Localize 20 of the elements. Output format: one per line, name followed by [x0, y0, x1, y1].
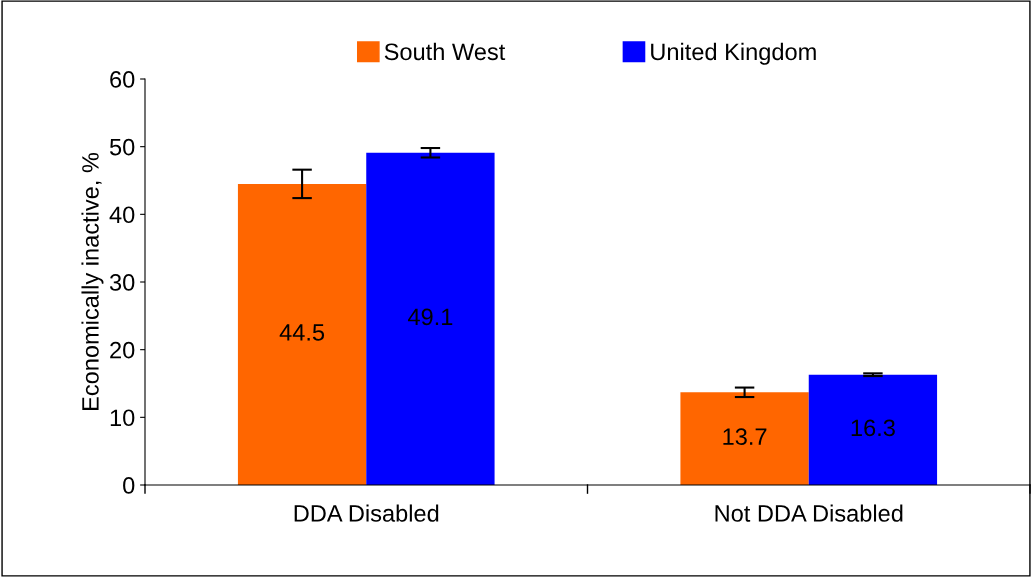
data-label: 13.7	[723, 428, 767, 445]
legend-label: United Kingdom	[651, 42, 816, 65]
x-tick-label: DDA Disabled	[294, 504, 439, 522]
y-tick-label: 60	[110, 71, 135, 88]
bar	[680, 392, 809, 485]
data-label: 49.1	[407, 308, 453, 326]
bar	[237, 183, 367, 485]
y-tick-label: 20	[110, 341, 135, 359]
bar	[366, 152, 495, 485]
y-tick-label: 10	[110, 409, 135, 427]
x-tick-label: Not DDA Disabled	[715, 504, 903, 522]
y-tick-label: 30	[109, 274, 135, 291]
y-tick-label: 50	[109, 138, 135, 156]
data-label: 16.3	[851, 419, 895, 437]
y-tick-label: 40	[109, 206, 135, 224]
data-label: 44.5	[279, 324, 325, 341]
legend-label: South West	[384, 42, 506, 61]
y-tick-label: 0	[123, 477, 135, 494]
bar	[808, 374, 938, 485]
y-axis-title: Economically inactive, %	[81, 152, 104, 410]
